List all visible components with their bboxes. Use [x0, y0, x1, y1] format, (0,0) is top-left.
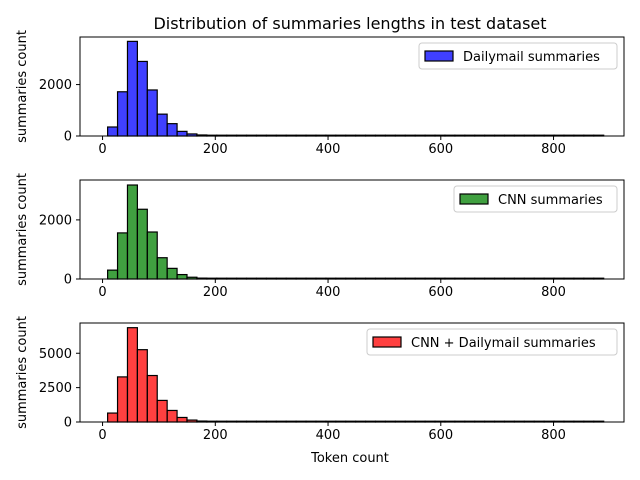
histogram-bar [156, 113, 168, 137]
legend-swatch [459, 193, 489, 205]
y-tick-label: 2000 [39, 213, 72, 228]
legend-label: Dailymail summaries [463, 50, 600, 65]
x-tick-label: 200 [203, 142, 228, 157]
y-tick-label: 0 [64, 416, 72, 431]
y-tick-label: 2500 [39, 381, 72, 396]
histogram-bar [116, 232, 129, 280]
histogram-bar [126, 184, 138, 280]
axes-frame [79, 322, 625, 423]
histogram-bar [116, 91, 129, 137]
y-axis-label: summaries count [15, 30, 30, 143]
histogram-bar [107, 269, 119, 280]
legend-frame [366, 328, 618, 356]
x-axis-label: Token count [310, 451, 389, 466]
histogram-bar [176, 416, 188, 423]
chart-title: Distribution of summaries lengths in tes… [153, 14, 546, 33]
x-tick-label: 600 [428, 285, 453, 300]
y-tick-label: 0 [64, 273, 72, 288]
x-tick-label: 0 [98, 285, 106, 300]
histogram-bar [107, 412, 119, 423]
histogram-bar [176, 273, 188, 280]
y-axis-label: summaries count [15, 316, 30, 429]
histogram-bar [136, 60, 148, 137]
axes-frame [79, 179, 625, 280]
histogram-bar [107, 126, 119, 137]
histogram-bar [126, 327, 138, 423]
histogram-bar [136, 349, 148, 423]
subplot-3: 0 200 400 600 800 0 2500 5000 summaries count Tok… [15, 316, 625, 466]
x-tick-label: 400 [316, 285, 341, 300]
x-tick-label: 600 [428, 142, 453, 157]
y-tick-label: 0 [64, 130, 72, 145]
histogram-bar [166, 267, 178, 280]
axes-frame [79, 36, 625, 137]
legend: CNN summaries [453, 185, 618, 213]
x-tick-label: 200 [203, 285, 228, 300]
histogram-bar [156, 257, 168, 280]
legend-swatch [372, 336, 402, 348]
x-tick-label: 800 [541, 142, 566, 157]
y-tick-label: 5000 [39, 347, 72, 362]
legend-label: CNN + Dailymail summaries [411, 336, 596, 351]
y-axis-label: summaries count [15, 173, 30, 286]
histogram-bar [146, 231, 158, 280]
x-tick-label: 0 [98, 142, 106, 157]
histogram-bar [156, 399, 168, 423]
subplot-2: 0 200 400 600 800 0 2000 summaries count CNN sum… [15, 173, 625, 300]
x-tick-label: 400 [316, 142, 341, 157]
histogram-bar [136, 208, 148, 280]
x-tick-label: 400 [316, 428, 341, 443]
legend-label: CNN summaries [498, 193, 603, 208]
x-tick-label: 800 [541, 428, 566, 443]
legend: CNN + Dailymail summaries [366, 328, 618, 356]
histogram-bar [166, 409, 178, 423]
legend-frame [453, 185, 618, 213]
x-tick-label: 800 [541, 285, 566, 300]
x-tick-label: 0 [98, 428, 106, 443]
histogram-bar [146, 374, 158, 423]
legend: Dailymail summaries [418, 42, 618, 70]
histogram-bar [176, 130, 188, 137]
histogram-bar [126, 40, 138, 137]
x-tick-label: 600 [428, 428, 453, 443]
legend-swatch [424, 50, 454, 62]
subplot-1: 0 200 400 600 800 0 2000 summaries count Dailyma… [15, 30, 625, 157]
histogram-bar [116, 376, 129, 423]
y-tick-label: 2000 [39, 78, 72, 93]
histogram-bar [146, 89, 158, 137]
legend-frame [418, 42, 618, 70]
histogram-bar [166, 123, 178, 137]
x-tick-label: 200 [203, 428, 228, 443]
